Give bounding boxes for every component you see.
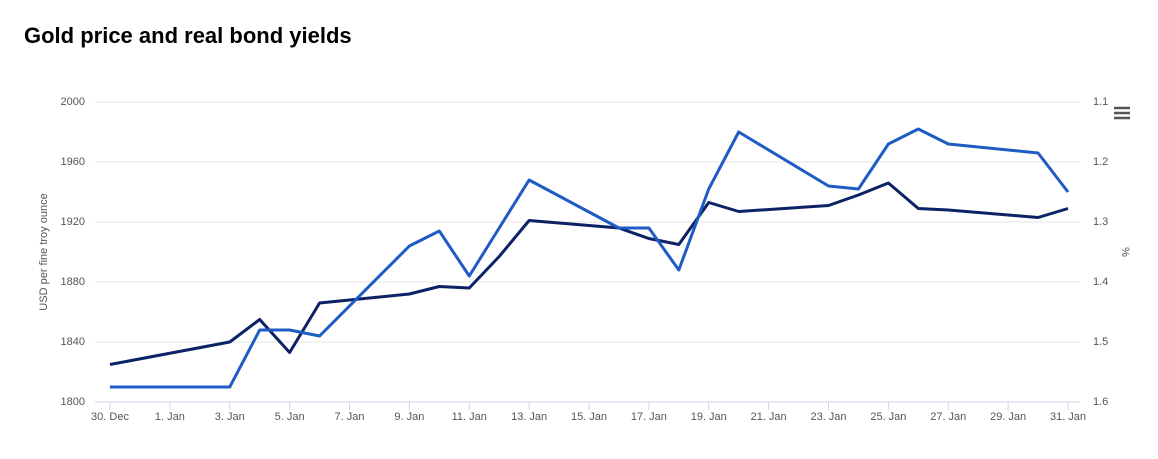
- y2-tick-label: 1.5: [1093, 336, 1108, 348]
- x-tick-label: 3. Jan: [215, 411, 245, 423]
- series-line: [110, 127, 1070, 389]
- x-tick-label: 29. Jan: [990, 411, 1026, 423]
- x-tick-label: 25. Jan: [870, 411, 906, 423]
- x-tick-label: 7. Jan: [335, 411, 365, 423]
- x-tick-label: 13. Jan: [511, 411, 547, 423]
- chart-title: Gold price and real bond yields: [24, 23, 352, 48]
- x-tick-label: 30. Dec: [91, 411, 129, 423]
- x-tick-label: 11. Jan: [452, 411, 487, 423]
- y-tick-label: 1880: [61, 276, 85, 288]
- x-tick-label: 1. Jan: [155, 411, 185, 423]
- menu-icon[interactable]: [1114, 106, 1130, 120]
- x-tick-label: 9. Jan: [394, 411, 424, 423]
- x-tick-label: 27. Jan: [930, 411, 966, 423]
- x-tick-label: 19. Jan: [691, 411, 727, 423]
- series-line: [109, 181, 1069, 366]
- y2-tick-label: 1.3: [1093, 216, 1108, 228]
- x-tick-label: 5. Jan: [275, 411, 305, 423]
- y2-tick-label: 1.1: [1093, 96, 1108, 108]
- x-tick-label: 31. Jan: [1050, 411, 1086, 423]
- y2-tick-label: 1.6: [1093, 396, 1108, 408]
- y-tick-label: 1800: [61, 396, 85, 408]
- x-tick-label: 17. Jan: [631, 411, 667, 423]
- y-tick-label: 1960: [61, 156, 85, 168]
- x-tick-label: 21. Jan: [751, 411, 787, 423]
- y2-axis-label: %: [1119, 247, 1131, 257]
- y-tick-label: 1840: [61, 336, 85, 348]
- x-tick-label: 15. Jan: [571, 411, 607, 423]
- y-axis-label: USD per fine troy ounce: [38, 193, 50, 310]
- y-tick-label: 1920: [61, 216, 85, 228]
- y2-tick-label: 1.2: [1093, 156, 1108, 168]
- y2-tick-label: 1.4: [1093, 276, 1108, 288]
- x-tick-label: 23. Jan: [810, 411, 846, 423]
- y-tick-label: 2000: [61, 96, 85, 108]
